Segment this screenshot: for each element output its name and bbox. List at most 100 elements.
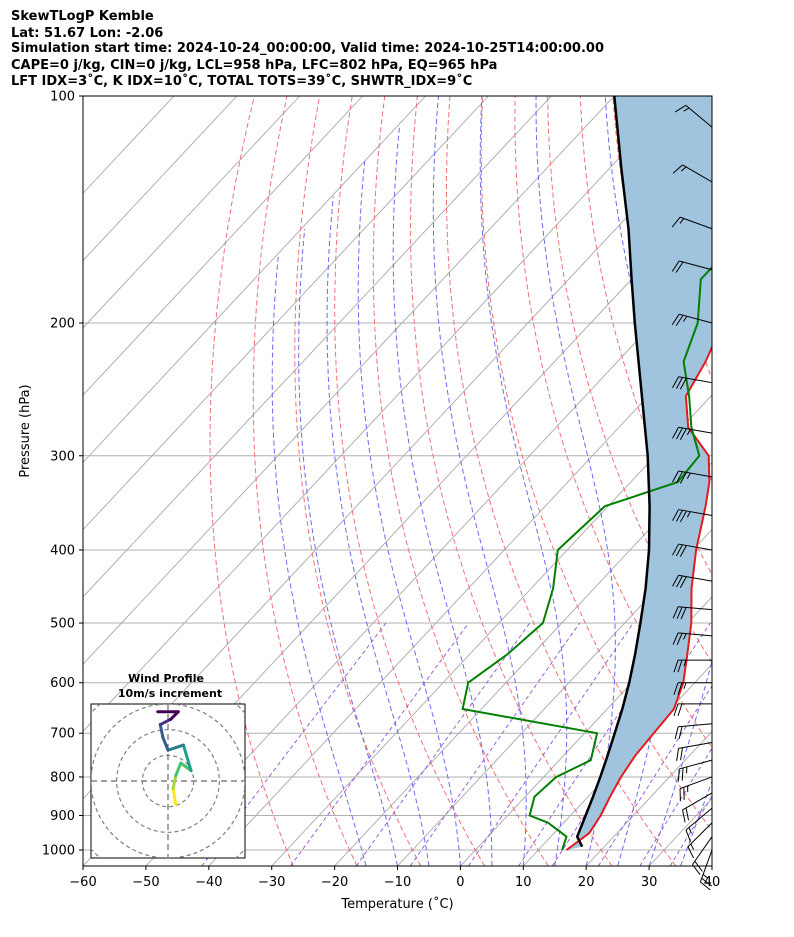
isotherm-line: [271, 394, 712, 866]
wind-barb-staff: [678, 376, 713, 384]
title-latlon: Lat: 51.67 Lon: -2.06: [11, 26, 164, 41]
isotherm-line: [585, 730, 712, 866]
hodograph-segment: [174, 761, 183, 778]
wind-barb-staff: [685, 807, 713, 831]
wind-barb: [692, 836, 713, 875]
mixing-ratio-line: [468, 622, 634, 866]
wind-barb-staff: [682, 792, 713, 811]
y-tick-label: 400: [50, 543, 75, 558]
x-tick-label: −30: [258, 875, 285, 890]
dewpoint-line: [461, 265, 712, 851]
isotherm-line: [460, 596, 712, 866]
moist-adiabat-line: [479, 96, 568, 866]
moist-adiabat-line: [680, 779, 712, 866]
wind-barb: [673, 682, 712, 695]
wind-barb-staff: [682, 164, 713, 183]
wind-barb: [672, 632, 713, 646]
hodograph-segment: [166, 743, 185, 752]
wind-barb-flag: [672, 606, 679, 619]
wind-barb: [682, 792, 713, 823]
hodograph-segment: [161, 735, 170, 752]
wind-barb-flag: [671, 260, 680, 272]
isotherm-line: [83, 96, 678, 733]
mixing-ratio-line: [551, 622, 711, 866]
wind-barb-flag: [673, 682, 679, 695]
wind-barb-flag: [672, 509, 679, 521]
wind-barb-staff: [678, 606, 713, 611]
wind-barb: [671, 313, 713, 327]
x-tick-label: 10: [515, 875, 532, 890]
wind-barb-flag: [671, 216, 681, 228]
x-tick-label: 40: [704, 875, 721, 890]
mixing-ratio-line: [669, 795, 712, 866]
wind-barb-staff: [679, 776, 713, 790]
dry-adiabat-line: [409, 96, 613, 866]
isotherm-line: [83, 96, 552, 598]
y-tick-label: 300: [50, 449, 75, 464]
wind-barb-flag: [682, 809, 686, 823]
wind-barb-flag: [677, 682, 683, 695]
wind-barb-flag: [675, 575, 683, 588]
wind-barb-flag: [672, 164, 683, 174]
wind-barb-flag: [676, 606, 683, 619]
wind-barb-flag: [672, 632, 679, 645]
temperature-line: [565, 344, 712, 851]
title-cape: CAPE=0 j/kg, CIN=0 j/kg, LCL=958 hPa, LF…: [11, 58, 498, 73]
wind-barb: [672, 470, 713, 484]
wind-barb-staff: [679, 313, 713, 324]
parcel-line: [575, 96, 651, 848]
moist-adiabat-line: [392, 127, 493, 866]
wind-barb-half-flag: [686, 429, 691, 436]
isotherm-line: [83, 96, 426, 464]
hodograph-segment: [171, 787, 178, 806]
wind-barb-staff: [699, 849, 713, 883]
wind-barb-half-flag: [686, 511, 691, 518]
title-indices: LFT IDX=3˚C, K IDX=10˚C, TOTAL TOTS=39˚C…: [11, 74, 473, 89]
wind-barb-flag: [700, 881, 711, 891]
wind-barb-flag: [672, 543, 679, 556]
wind-barb-flag: [671, 313, 680, 326]
isotherm-line: [775, 96, 794, 866]
isotherm-line: [83, 96, 238, 262]
dry-adiabat-line: [547, 96, 712, 664]
wind-barb-flag: [675, 510, 683, 522]
wind-barb-flag: [675, 261, 684, 273]
wind-barb-staff: [678, 426, 713, 434]
wind-barb-flag: [681, 767, 684, 781]
mixing-ratio-line: [355, 622, 531, 866]
x-tick-label: −60: [69, 875, 96, 890]
wind-barb: [674, 723, 713, 740]
wind-barb-flag: [680, 607, 687, 620]
wind-barb-flag: [685, 829, 692, 842]
wind-barb-staff: [678, 470, 713, 478]
y-tick-label: 900: [50, 809, 75, 824]
wind-barb-flag: [680, 747, 683, 761]
wind-barb: [677, 759, 713, 782]
wind-barb-flag: [672, 470, 679, 483]
y-tick-label: 1000: [42, 844, 75, 859]
hodograph-segment: [158, 723, 165, 739]
wind-barb-staff: [678, 632, 713, 637]
wind-barb-half-flag: [683, 682, 687, 689]
isotherm-line: [208, 327, 712, 866]
wind-barb-half-flag: [680, 166, 687, 172]
wind-barb-half-flag: [683, 659, 687, 667]
isotherm-line: [397, 528, 712, 866]
wind-barb-half-flag: [683, 107, 690, 112]
wind-barb: [679, 776, 713, 802]
title-station: SkewTLogP Kemble: [11, 9, 154, 24]
isotherm-line: [83, 96, 615, 665]
mixing-ratio-line: [598, 685, 712, 866]
dry-adiabat-line: [480, 96, 712, 832]
wind-barb: [687, 822, 713, 859]
wind-barb-staff: [687, 822, 713, 848]
wind-barb-flag: [687, 846, 695, 859]
wind-barb-flag: [679, 377, 687, 390]
dry-adiabat-line: [252, 96, 358, 866]
wind-barb-flag: [685, 807, 690, 821]
hodograph-title: Wind Profile: [128, 672, 204, 685]
wind-barb-staff: [678, 723, 713, 728]
wind-barb-staff: [678, 741, 713, 749]
wind-barb-flag: [679, 510, 687, 523]
wind-barb: [673, 703, 712, 717]
